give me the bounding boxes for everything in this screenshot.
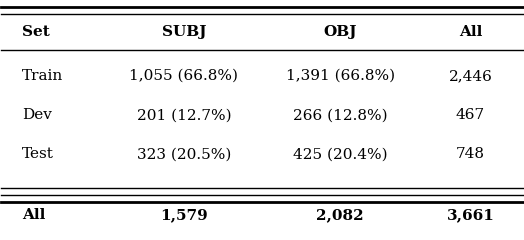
Text: Dev: Dev: [22, 108, 52, 122]
Text: Test: Test: [22, 147, 54, 161]
Text: 425 (20.4%): 425 (20.4%): [293, 147, 387, 161]
Text: 201 (12.7%): 201 (12.7%): [137, 108, 231, 122]
Text: 1,391 (66.8%): 1,391 (66.8%): [286, 69, 395, 83]
Text: 467: 467: [456, 108, 485, 122]
Text: 266 (12.8%): 266 (12.8%): [293, 108, 387, 122]
Text: Train: Train: [22, 69, 63, 83]
Text: SUBJ: SUBJ: [161, 25, 206, 39]
Text: 748: 748: [456, 147, 485, 161]
Text: 2,082: 2,082: [316, 208, 364, 222]
Text: 323 (20.5%): 323 (20.5%): [137, 147, 231, 161]
Text: 2,446: 2,446: [449, 69, 493, 83]
Text: Set: Set: [22, 25, 50, 39]
Text: 3,661: 3,661: [446, 208, 495, 222]
Text: All: All: [22, 208, 46, 222]
Text: All: All: [459, 25, 482, 39]
Text: 1,579: 1,579: [160, 208, 208, 222]
Text: 1,055 (66.8%): 1,055 (66.8%): [129, 69, 238, 83]
Text: OBJ: OBJ: [323, 25, 357, 39]
